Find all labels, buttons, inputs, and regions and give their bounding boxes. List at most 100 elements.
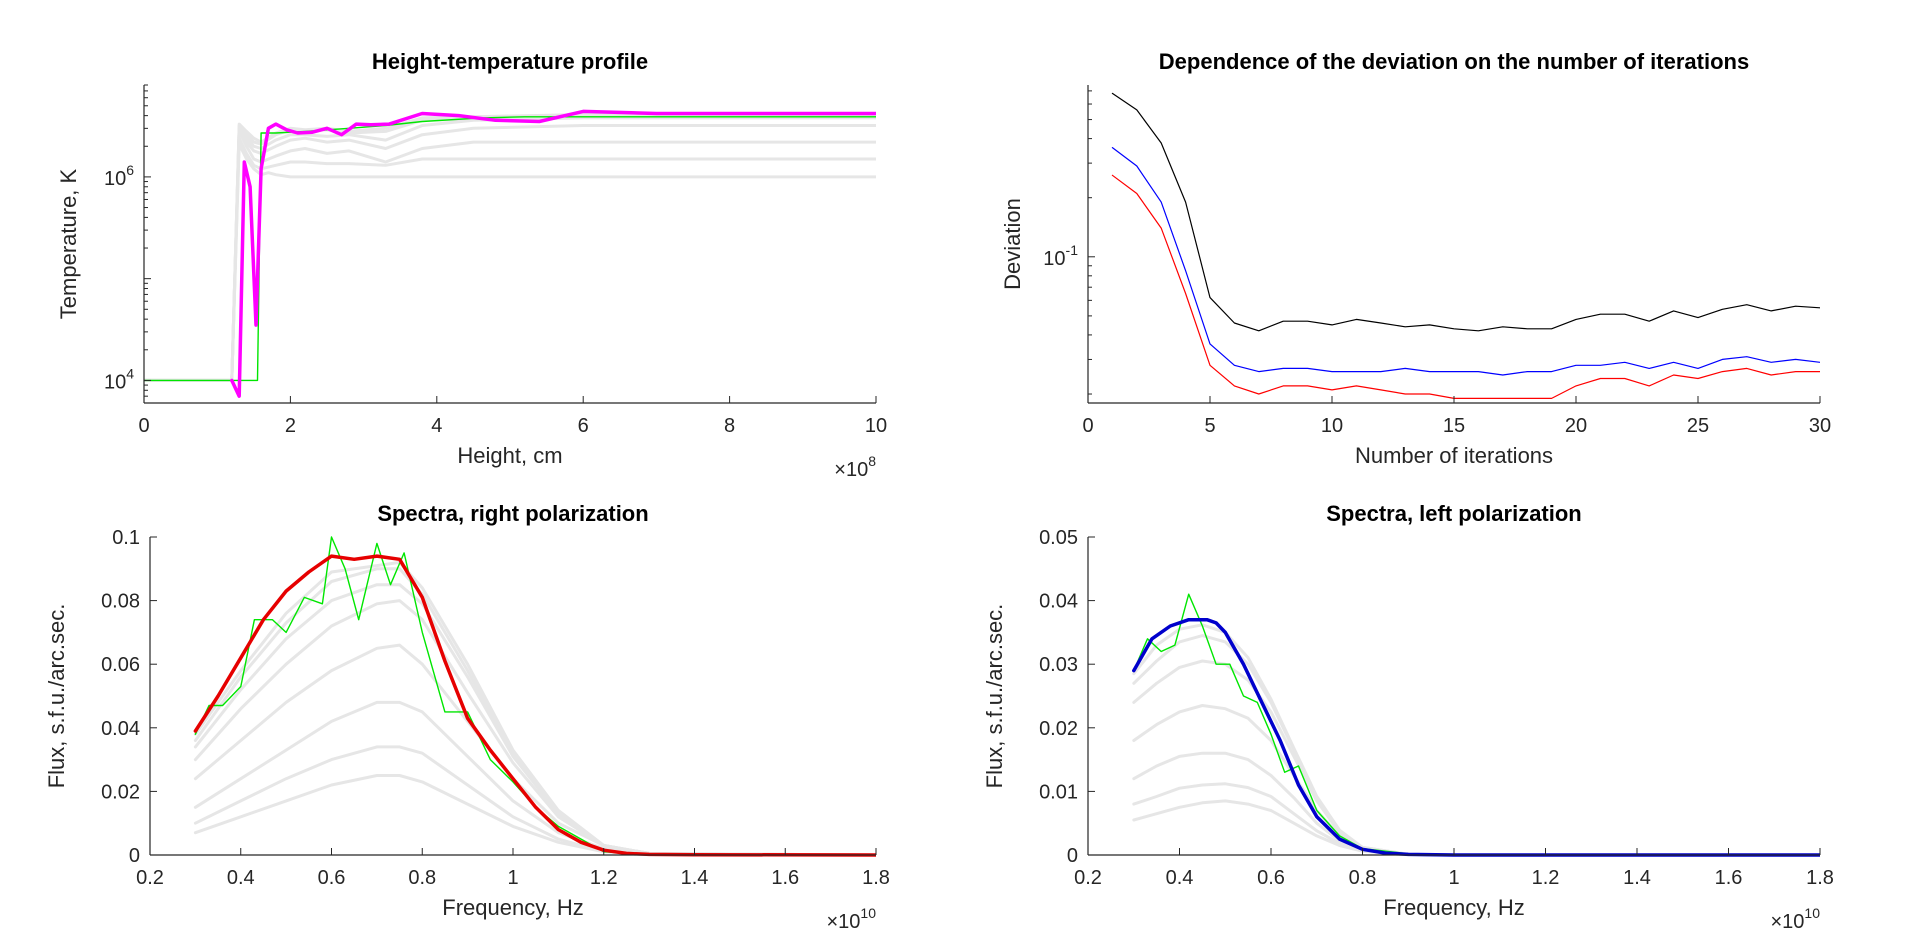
chart-title: Height-temperature profile — [372, 49, 648, 74]
x-tick-label: 2 — [285, 415, 296, 437]
series-line-iteration-3 — [1132, 704, 1820, 857]
spectra-left-panel: 0.2 0.4 0.6 0.8 1 1.2 1.4 1.6 1.8 0 0.01 0.02 0.03 0.… — [982, 501, 1834, 933]
y-tick-label: 10-1 — [1043, 242, 1078, 270]
y-tick-label: 0.01 — [1039, 781, 1078, 803]
y-axis-label: Temperature, K — [56, 168, 81, 319]
series-line-iteration-0 — [1132, 799, 1820, 857]
x-tick-label: 4 — [431, 415, 442, 437]
x-tick-label: 30 — [1809, 415, 1831, 437]
y-tick-exponent: 6 — [126, 162, 134, 178]
x-tick-label: 0.2 — [1074, 867, 1102, 889]
height-temperature-series — [144, 109, 876, 398]
y-tick-label: 0.02 — [1039, 718, 1078, 740]
x-tick-label: 1.8 — [862, 867, 890, 889]
series-line-model-8 — [194, 536, 876, 856]
y-tick-label: 0 — [1067, 845, 1078, 867]
x-exponent-label: ×108 — [834, 453, 876, 481]
chart-title: Spectra, right polarization — [377, 501, 648, 526]
y-tick-label: 104 — [104, 365, 134, 393]
y-axis-label: Flux, s.f.u./arc.sec. — [982, 604, 1007, 789]
x-axis-label: Number of iterations — [1355, 443, 1553, 468]
y-tick-label: 0 — [129, 845, 140, 867]
x-tick-label: 0.4 — [1166, 867, 1194, 889]
x-tick-label: 0.2 — [136, 867, 164, 889]
x-tick-label: 1.4 — [1623, 867, 1651, 889]
y-tick-label: 0.04 — [101, 718, 140, 740]
y-tick-exponent: -1 — [1066, 242, 1079, 258]
y-tick-label: 0.03 — [1039, 654, 1078, 676]
x-axis-label: Frequency, Hz — [1383, 895, 1524, 920]
x-exponent-power: 10 — [1804, 905, 1820, 921]
x-exponent-power: 10 — [860, 905, 876, 921]
spectra-right-series — [193, 536, 876, 857]
chart-title: Spectra, left polarization — [1326, 501, 1582, 526]
x-exponent-power: 8 — [868, 453, 876, 469]
x-tick-label: 10 — [865, 415, 887, 437]
x-exponent-base: ×10 — [826, 911, 860, 933]
y-tick-base: 10 — [104, 371, 126, 393]
y-tick-exponent: 4 — [126, 365, 134, 381]
x-tick-label: 6 — [578, 415, 589, 437]
x-tick-label: 25 — [1687, 415, 1709, 437]
x-tick-label: 5 — [1204, 415, 1215, 437]
series-line-left-1 — [1111, 147, 1820, 376]
series-line-iteration-0 — [144, 142, 876, 382]
y-tick-label: 0.04 — [1039, 591, 1078, 613]
x-axis-label: Frequency, Hz — [442, 895, 583, 920]
x-exponent-base: ×10 — [834, 459, 868, 481]
series-line-final-8 — [230, 109, 876, 398]
series-line-iteration-3 — [193, 643, 876, 857]
y-tick-label: 0.08 — [101, 591, 140, 613]
x-tick-label: 15 — [1443, 415, 1465, 437]
series-line-iteration-1 — [1132, 782, 1820, 857]
y-tick-base: 10 — [1043, 248, 1065, 270]
x-tick-label: 1.6 — [1715, 867, 1743, 889]
series-line-right-2 — [1111, 174, 1820, 399]
x-tick-label: 0.6 — [1257, 867, 1285, 889]
x-tick-label: 1.2 — [1532, 867, 1560, 889]
series-line-iteration-6 — [1132, 623, 1820, 857]
x-tick-label: 1.6 — [771, 867, 799, 889]
x-axis-label: Height, cm — [457, 443, 562, 468]
y-tick-label: 106 — [104, 162, 134, 190]
x-tick-label: 8 — [724, 415, 735, 437]
x-tick-label: 1 — [507, 867, 518, 889]
x-tick-label: 10 — [1321, 415, 1343, 437]
series-line-iteration-4 — [1132, 659, 1820, 857]
x-tick-label: 0.6 — [318, 867, 346, 889]
x-tick-label: 1 — [1448, 867, 1459, 889]
x-tick-label: 0.4 — [227, 867, 255, 889]
x-tick-label: 1.8 — [1806, 867, 1834, 889]
series-line-iteration-5 — [193, 583, 876, 857]
series-line-iteration-1 — [144, 136, 876, 382]
series-line-iteration-2 — [1132, 751, 1820, 857]
x-tick-label: 0.8 — [1349, 867, 1377, 889]
y-tick-label: 0.05 — [1039, 527, 1078, 549]
series-line-iteration-5 — [1132, 634, 1820, 857]
series-line-model-7 — [1133, 593, 1820, 856]
x-tick-label: 20 — [1565, 415, 1587, 437]
series-line-total-0 — [1111, 92, 1820, 332]
x-tick-label: 1.2 — [590, 867, 618, 889]
spectra-right-panel: 0.2 0.4 0.6 0.8 1 1.2 1.4 1.6 1.8 0 0.02 0.04 0.06 0.… — [44, 501, 890, 933]
chart-title: Dependence of the deviation on the numbe… — [1159, 49, 1749, 74]
series-line-final-8 — [1132, 617, 1820, 857]
x-exponent-label: ×1010 — [826, 905, 876, 933]
series-line-iteration-6 — [144, 113, 876, 382]
x-exponent-base: ×10 — [1770, 911, 1804, 933]
series-line-final-9 — [193, 554, 876, 857]
x-tick-label: 0 — [138, 415, 149, 437]
y-axis-label: Flux, s.f.u./arc.sec. — [44, 604, 69, 789]
x-tick-label: 0.8 — [408, 867, 436, 889]
x-tick-label: 0 — [1082, 415, 1093, 437]
y-axis-label: Deviation — [1000, 198, 1025, 290]
x-exponent-label: ×1010 — [1770, 905, 1820, 933]
x-tick-label: 1.4 — [681, 867, 709, 889]
series-line-iteration-7 — [193, 560, 876, 857]
y-tick-label: 0.06 — [101, 654, 140, 676]
y-tick-base: 10 — [104, 168, 126, 190]
y-tick-label: 0.1 — [112, 527, 140, 549]
